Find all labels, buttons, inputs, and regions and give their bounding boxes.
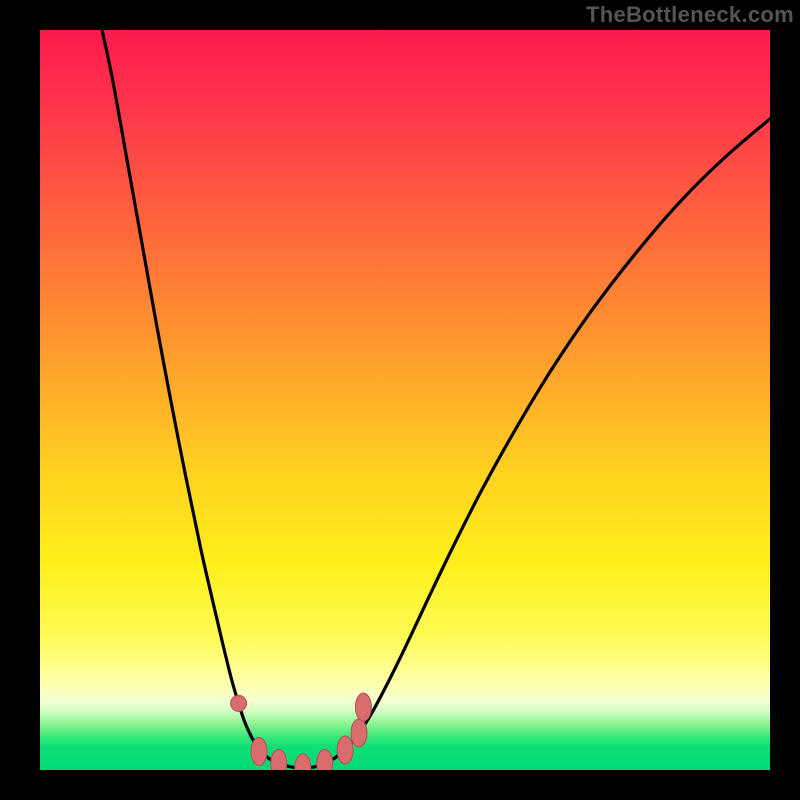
curve-right-branch	[303, 119, 770, 768]
data-marker	[351, 719, 367, 747]
curve-left-branch	[102, 30, 303, 768]
data-marker	[317, 749, 333, 770]
data-marker	[251, 738, 267, 766]
data-marker	[355, 693, 371, 721]
data-marker	[295, 754, 311, 770]
curve-layer	[40, 30, 770, 770]
marker-group	[231, 693, 372, 770]
data-marker	[231, 695, 247, 711]
chart-frame: TheBottleneck.com	[0, 0, 800, 800]
data-marker	[337, 736, 353, 764]
attribution-text: TheBottleneck.com	[586, 2, 794, 28]
curve-paths	[102, 30, 770, 768]
plot-area	[40, 30, 770, 770]
data-marker	[271, 749, 287, 770]
